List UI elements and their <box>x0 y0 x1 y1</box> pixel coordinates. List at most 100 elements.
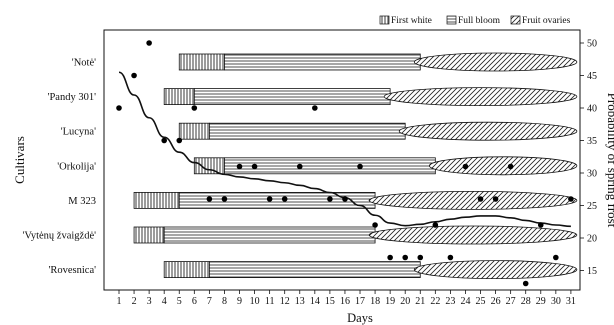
cultivar-labels: 'Notė' 'Pandy 301' 'Lucyna' 'Orkolija' M 323… <box>23 58 97 277</box>
bar-first-white <box>178 53 225 71</box>
frost-point <box>522 280 529 287</box>
x-tick-label: 6 <box>192 296 197 307</box>
x-tick-label: 24 <box>460 296 470 307</box>
bar-full-bloom <box>208 261 421 279</box>
frost-point <box>342 196 348 202</box>
bar-fruit-ovaries <box>413 52 578 72</box>
x-tick-label: 20 <box>400 296 410 307</box>
x-tick-label: 11 <box>265 296 275 307</box>
x-tick-label: 30 <box>551 296 561 307</box>
frost-point <box>477 196 484 202</box>
y2-tick-label: 40 <box>587 104 597 115</box>
frost-point <box>236 163 243 170</box>
frost-point <box>251 163 258 170</box>
x-tick-label: 23 <box>445 296 455 307</box>
cultivar-label: 'Pandy 301' <box>48 92 97 103</box>
y2-tick-label: 15 <box>587 266 597 277</box>
x-tick-label: 10 <box>250 296 260 307</box>
x-tick-label: 2 <box>132 296 137 307</box>
bar-first-white <box>133 191 180 209</box>
bar-fruit-ovaries <box>368 190 578 210</box>
frost-point <box>221 196 228 202</box>
x-tick-label: 28 <box>521 296 531 307</box>
x-tick-label: 16 <box>340 296 350 307</box>
y2-tick-label: 30 <box>587 169 597 180</box>
bar-first-white <box>163 261 210 279</box>
frost-point <box>176 137 183 144</box>
x-tick-label: 13 <box>295 296 305 307</box>
frost-points <box>116 40 574 287</box>
frost-point <box>553 254 559 261</box>
frost-point <box>296 163 303 170</box>
bar-fruit-ovaries <box>383 87 578 106</box>
frost-point <box>161 137 167 144</box>
frost-point <box>507 163 514 170</box>
frost-point <box>568 196 574 202</box>
bar-fruit-ovaries <box>428 156 578 176</box>
bar-first-white <box>133 226 165 244</box>
x-tick-label: 19 <box>385 296 395 307</box>
frost-point <box>266 196 273 202</box>
bar-first-white <box>178 122 210 140</box>
y2-axis-title: Probability of spring frost <box>605 93 614 228</box>
frost-point <box>312 105 318 111</box>
x-tick-label: 7 <box>207 296 212 307</box>
x-tick-label: 17 <box>355 296 365 307</box>
cultivar-bars <box>133 52 578 280</box>
plot-frame <box>103 29 581 291</box>
frost-point <box>281 196 288 202</box>
frost-point <box>116 105 122 111</box>
frost-point <box>537 222 544 228</box>
x-tick-label: 14 <box>310 296 320 307</box>
legend-label-fruit-ovaries: Fruit ovaries <box>522 16 571 26</box>
y2-tick-label: 50 <box>587 39 597 50</box>
y2-tick-label: 35 <box>587 136 597 147</box>
bar-fruit-ovaries <box>413 260 578 280</box>
x-tick-label: 27 <box>506 296 516 307</box>
x-tick-label: 9 <box>237 296 242 307</box>
legend-swatch-full-bloom <box>446 15 457 25</box>
y2-tick-label: 20 <box>587 234 597 245</box>
frost-point <box>432 222 439 228</box>
frost-point <box>402 254 409 261</box>
y2-tick-label: 45 <box>587 71 597 82</box>
frost-point <box>372 222 378 228</box>
x-tick-label: 4 <box>162 296 167 307</box>
x-tick-label: 1 <box>117 296 122 307</box>
bar-full-bloom <box>193 88 391 105</box>
x-tick-label: 3 <box>147 296 152 307</box>
frost-point <box>462 163 469 170</box>
cultivar-label: 'Notė' <box>72 58 96 69</box>
frost-point <box>327 196 333 202</box>
x-tick-label: 12 <box>280 296 290 307</box>
x-tick-label: 15 <box>325 296 335 307</box>
legend-label-full-bloom: Full bloom <box>458 16 501 26</box>
x-tick-label: 25 <box>476 296 486 307</box>
x-tick-label: 29 <box>536 296 546 307</box>
frost-point <box>191 105 198 111</box>
bar-full-bloom <box>224 53 421 71</box>
frost-point <box>492 196 499 202</box>
legend: First white Full bloom Fruit ovaries <box>379 15 571 26</box>
x-tick-label: 21 <box>415 296 425 307</box>
frost-point <box>131 72 137 79</box>
frost-point <box>447 254 454 261</box>
y2-axis-ticks: 15 20 25 30 35 40 45 50 <box>580 39 597 277</box>
cultivar-label: 'Lucyna' <box>61 127 96 138</box>
bar-full-bloom <box>208 122 406 140</box>
frost-point <box>417 254 424 261</box>
frost-point <box>146 40 152 46</box>
x-tick-label: 5 <box>177 296 182 307</box>
cultivar-label: M 323 <box>68 196 96 207</box>
frost-point <box>206 196 213 202</box>
x-axis-ticks: 1 2 3 4 5 6 7 8 9 10 11 12 13 14 15 16 17 18 19 20 21 22 23 24 2… <box>117 290 576 307</box>
legend-swatch-first-white <box>379 15 390 25</box>
x-tick-label: 18 <box>370 296 380 307</box>
frost-point <box>387 254 393 261</box>
x-tick-label: 31 <box>566 296 576 307</box>
cultivar-label: 'Orkolija' <box>57 161 96 172</box>
x-tick-label: 26 <box>491 296 501 307</box>
x-tick-label: 22 <box>430 296 440 307</box>
bar-fruit-ovaries <box>368 225 578 245</box>
y2-tick-label: 25 <box>587 201 597 212</box>
